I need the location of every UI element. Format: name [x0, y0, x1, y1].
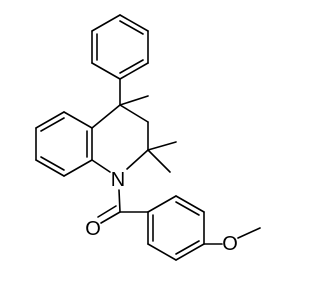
- atom-label: O: [222, 233, 238, 255]
- molecule: N O O: [35, 14, 261, 261]
- atom-label: N: [111, 169, 125, 191]
- bond: [91, 104, 121, 129]
- bond: [126, 149, 149, 170]
- bond: [147, 149, 171, 173]
- bond: [175, 195, 205, 213]
- bond: [97, 205, 117, 218]
- bond: [119, 104, 149, 123]
- bond: [119, 14, 149, 32]
- bond: [63, 159, 93, 177]
- bond: [40, 117, 65, 132]
- bond: [119, 62, 149, 80]
- bond: [119, 59, 144, 74]
- atom-label: O: [85, 218, 101, 240]
- bond: [40, 156, 65, 171]
- bond: [91, 62, 121, 80]
- bond: [237, 227, 261, 239]
- bond: [119, 20, 144, 35]
- bond: [119, 95, 149, 106]
- bond: [118, 189, 121, 213]
- bond: [147, 195, 177, 213]
- bond: [175, 243, 205, 261]
- bond: [63, 111, 93, 129]
- bond: [175, 201, 200, 216]
- bond: [100, 211, 121, 224]
- bonds: [35, 14, 261, 261]
- bond: [91, 159, 111, 173]
- bond: [147, 243, 177, 261]
- bond: [147, 141, 177, 151]
- bond: [35, 111, 65, 129]
- bond: [175, 240, 200, 255]
- bond: [91, 14, 121, 32]
- bond: [35, 159, 65, 177]
